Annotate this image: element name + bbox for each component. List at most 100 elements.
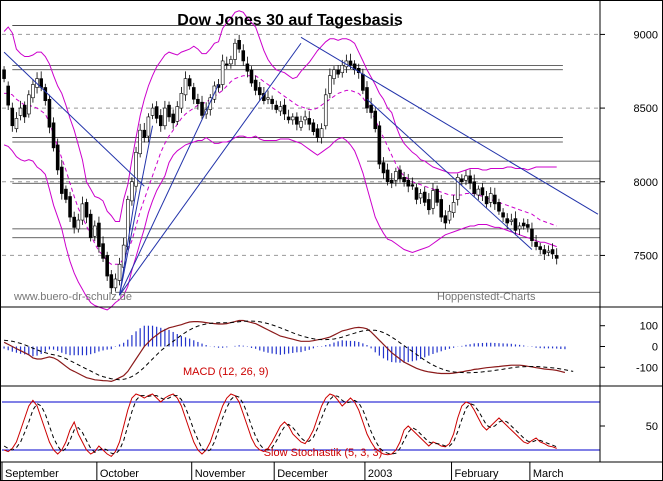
candle-up — [303, 116, 307, 121]
candle-up — [80, 203, 85, 221]
price-axis-ticks: 9000 8500 8000 7500 — [600, 29, 658, 262]
candle-down — [348, 60, 353, 66]
candle-up — [278, 106, 283, 112]
macd-histogram — [3, 325, 566, 363]
trend-line — [119, 125, 154, 296]
candle-down — [538, 246, 542, 250]
x-tick-label: September — [5, 468, 59, 480]
candle-down — [10, 107, 15, 127]
candle-down — [60, 166, 64, 194]
candle-up — [229, 59, 233, 65]
candle-down — [468, 175, 472, 184]
candle-down — [97, 222, 101, 247]
candle-up — [464, 175, 468, 181]
stochastic-label: Slow Stochastik (5, 3, 3) — [264, 447, 383, 459]
candle-down — [158, 115, 163, 127]
candle-up — [208, 97, 213, 110]
price-tick-label: 9000 — [634, 29, 658, 41]
candle-down — [187, 78, 192, 87]
candle-down — [460, 178, 464, 183]
candle-down — [88, 213, 93, 239]
candle-up — [340, 65, 345, 74]
candle-down — [51, 122, 56, 149]
candle-down — [365, 87, 369, 109]
x-tick-label: February — [455, 468, 500, 480]
candle-down — [410, 184, 415, 187]
candle-down — [43, 87, 48, 102]
candle-down — [521, 222, 526, 227]
candle-up — [150, 107, 155, 116]
candle-down — [167, 104, 171, 118]
candle-down — [443, 215, 448, 224]
candle-up — [163, 107, 167, 127]
candle-down — [513, 218, 518, 231]
candle-up — [447, 210, 452, 221]
candle-down — [196, 98, 200, 104]
candle-down — [497, 202, 501, 212]
candle-down — [105, 255, 109, 277]
support-resistance-lines — [12, 25, 600, 293]
candle-down — [274, 104, 279, 110]
macd-tick-label: 0 — [652, 342, 658, 354]
candle-up — [183, 78, 188, 96]
candle-down — [336, 69, 340, 75]
macd-tick-label: -100 — [636, 362, 658, 374]
candle-down — [253, 79, 258, 91]
candle-down — [109, 274, 114, 289]
candle-down — [245, 63, 250, 72]
trend-lines — [3, 36, 599, 296]
x-tick-label: March — [533, 468, 564, 480]
trend-line — [119, 42, 302, 296]
candle-up — [31, 84, 35, 99]
candle-down — [241, 50, 246, 62]
x-tick-label: November — [195, 468, 246, 480]
candle-up — [488, 193, 493, 203]
candle-down — [493, 194, 497, 205]
candle-up — [233, 42, 237, 60]
macd-line — [3, 319, 566, 383]
trend-line — [119, 84, 219, 296]
x-tick-label: December — [277, 468, 328, 480]
candle-down — [72, 216, 76, 228]
candle-down — [22, 104, 27, 118]
bollinger-lower-band — [3, 135, 557, 311]
candle-down — [385, 169, 390, 183]
macd-panel: 100 0 -100 MACD (12, 26, 9) — [3, 319, 658, 383]
chart-title: Dow Jones 30 auf Tagesbasis — [177, 12, 403, 29]
candle-down — [398, 169, 402, 180]
stochastic-tick-label: 50 — [646, 421, 658, 433]
candle-up — [179, 93, 184, 109]
candle-down — [307, 118, 312, 125]
candle-up — [509, 219, 514, 222]
candle-down — [402, 177, 406, 183]
price-tick-label: 8500 — [634, 103, 658, 115]
macd-lines — [3, 319, 574, 383]
candle-down — [55, 144, 60, 171]
candle-down — [200, 101, 204, 116]
candle-up — [220, 60, 225, 85]
candle-down — [286, 116, 291, 121]
candle-up — [113, 278, 118, 289]
macd-axis-ticks: 100 0 -100 — [600, 321, 658, 374]
stochastic-gridlines — [2, 401, 600, 451]
candle-up — [290, 116, 295, 121]
candle-down — [295, 116, 299, 125]
x-tick-label: October — [100, 468, 139, 480]
candle-down — [237, 40, 241, 50]
candle-down — [224, 63, 229, 66]
candle-up — [93, 225, 97, 237]
candle-down — [422, 191, 427, 203]
candle-up — [18, 107, 23, 116]
x-tick-label: 2003 — [368, 468, 392, 480]
candle-down — [480, 187, 485, 196]
candle-up — [418, 193, 423, 199]
candle-up — [319, 128, 324, 138]
candle-down — [315, 128, 320, 138]
macd-label: MACD (12, 26, 9) — [183, 366, 269, 378]
x-axis: September October November December 2003 Febr… — [1, 462, 564, 480]
candle-down — [542, 249, 547, 255]
candle-up — [134, 151, 138, 187]
candle-down — [257, 87, 262, 96]
candle-down — [439, 199, 444, 218]
